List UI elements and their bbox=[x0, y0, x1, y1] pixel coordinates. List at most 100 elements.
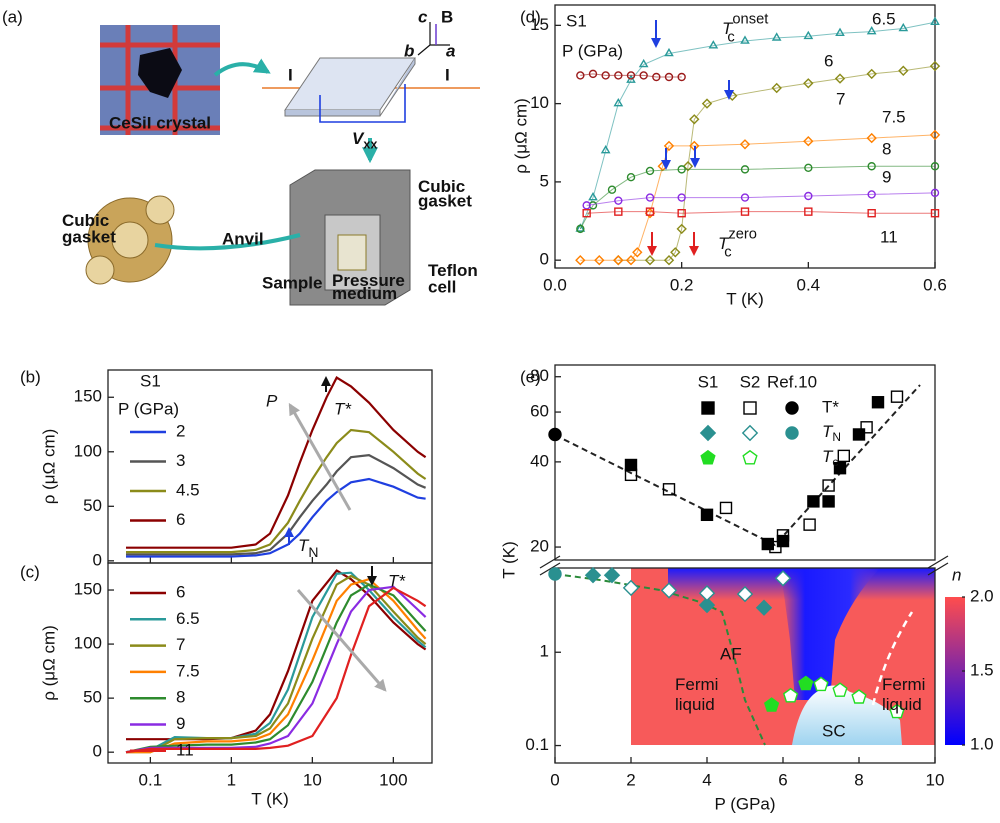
label-line: medium bbox=[332, 285, 397, 304]
curve bbox=[126, 453, 427, 556]
marker bbox=[645, 207, 655, 216]
label-line: cell bbox=[428, 278, 456, 297]
curve bbox=[586, 192, 936, 206]
curve bbox=[126, 577, 427, 754]
peak-label: T* bbox=[388, 571, 406, 590]
marker bbox=[782, 687, 799, 703]
marker bbox=[660, 582, 678, 599]
colorbar-label: n bbox=[952, 565, 961, 584]
crystal-label: CeSiI crystal bbox=[109, 113, 211, 132]
marker bbox=[663, 140, 675, 152]
marker bbox=[930, 162, 940, 171]
marker bbox=[890, 390, 904, 403]
series-label: 6 bbox=[824, 51, 833, 70]
onset-label: Tonset c bbox=[722, 11, 768, 45]
zero-label-sub: c bbox=[724, 244, 731, 260]
legend-label-sub: c bbox=[832, 455, 838, 469]
guide-line bbox=[554, 384, 921, 547]
marker bbox=[871, 396, 885, 409]
y-tick-label: 0 bbox=[540, 250, 549, 269]
legend-title: P (GPa) bbox=[562, 41, 623, 60]
legend-label-main: T bbox=[822, 422, 834, 441]
x-axis-label: P (GPa) bbox=[714, 794, 775, 813]
series-label: 6.5 bbox=[872, 9, 896, 28]
marker bbox=[803, 30, 814, 40]
legend-label: 6 bbox=[176, 510, 185, 529]
region-label: AF bbox=[720, 644, 742, 663]
legend-title: P (GPa) bbox=[118, 399, 179, 418]
curve bbox=[580, 73, 682, 78]
legend-marker bbox=[785, 426, 799, 440]
marker bbox=[898, 65, 909, 76]
anvil bbox=[111, 221, 149, 259]
legend-header: Ref.10 bbox=[767, 372, 817, 391]
marker bbox=[576, 71, 585, 80]
marker bbox=[603, 567, 621, 584]
marker bbox=[719, 501, 733, 515]
x-tick-label: 2 bbox=[626, 770, 635, 789]
y-axis-label: T (K) bbox=[499, 541, 518, 578]
marker bbox=[614, 71, 623, 80]
y-tick-label: 100 bbox=[74, 634, 102, 653]
marker bbox=[588, 69, 598, 79]
marker bbox=[677, 193, 686, 202]
y-tick-label: 80 bbox=[530, 366, 549, 385]
legend-marker bbox=[701, 401, 715, 415]
plot-frame bbox=[554, 4, 936, 269]
label: Teflon cell bbox=[428, 261, 478, 297]
region-label: Fermi liquid bbox=[882, 675, 925, 714]
legend-marker bbox=[700, 449, 716, 465]
sample-label: S1 bbox=[566, 11, 587, 30]
marker bbox=[644, 255, 656, 266]
teflon bbox=[337, 234, 367, 271]
label-line: gasket bbox=[62, 228, 116, 247]
marker bbox=[670, 247, 681, 258]
legend-label: 3 bbox=[176, 451, 185, 470]
crystal bbox=[138, 48, 182, 98]
marker bbox=[677, 165, 686, 174]
marker bbox=[771, 82, 782, 94]
curve bbox=[126, 574, 427, 754]
y-tick-label: 10 bbox=[530, 93, 549, 112]
marker bbox=[613, 255, 624, 266]
sample-label: S1 bbox=[140, 371, 161, 390]
legend-marker bbox=[741, 424, 759, 442]
series-label: 7.5 bbox=[882, 107, 906, 126]
marker bbox=[548, 427, 562, 442]
y-tick-label: 60 bbox=[530, 402, 549, 421]
marker bbox=[867, 209, 876, 218]
marker bbox=[798, 675, 814, 691]
marker bbox=[613, 98, 624, 107]
onset-label-main: T bbox=[722, 19, 734, 38]
marker bbox=[664, 72, 674, 82]
marker bbox=[852, 428, 866, 441]
zero-label-main: T bbox=[718, 234, 730, 253]
marker bbox=[804, 163, 813, 173]
marker bbox=[740, 35, 750, 44]
y-tick-label: 40 bbox=[530, 451, 549, 470]
marker bbox=[803, 78, 814, 89]
marker bbox=[614, 196, 623, 205]
marker bbox=[662, 483, 676, 496]
y-tick-label: 1 bbox=[540, 642, 549, 661]
marker bbox=[851, 689, 867, 704]
zero-label: Tzero c bbox=[718, 226, 757, 260]
y-tick-label: 0.1 bbox=[525, 735, 549, 754]
panel-label: (b) bbox=[20, 367, 41, 386]
curve bbox=[125, 586, 427, 754]
peak-label: T* bbox=[334, 399, 352, 418]
axis-label: b bbox=[404, 41, 414, 60]
marker bbox=[625, 255, 637, 266]
marker bbox=[548, 567, 562, 581]
y-tick-label: 100 bbox=[74, 441, 102, 460]
curve bbox=[579, 21, 936, 230]
marker bbox=[664, 47, 674, 57]
voltage-leads bbox=[319, 84, 406, 123]
voltage-label: Vxx bbox=[352, 129, 377, 151]
trend-arrow bbox=[288, 402, 352, 511]
onset-label-sub: c bbox=[727, 29, 734, 45]
curve bbox=[586, 211, 935, 214]
marker bbox=[740, 207, 750, 216]
series-label: 9 bbox=[882, 167, 891, 186]
marker bbox=[600, 145, 611, 154]
